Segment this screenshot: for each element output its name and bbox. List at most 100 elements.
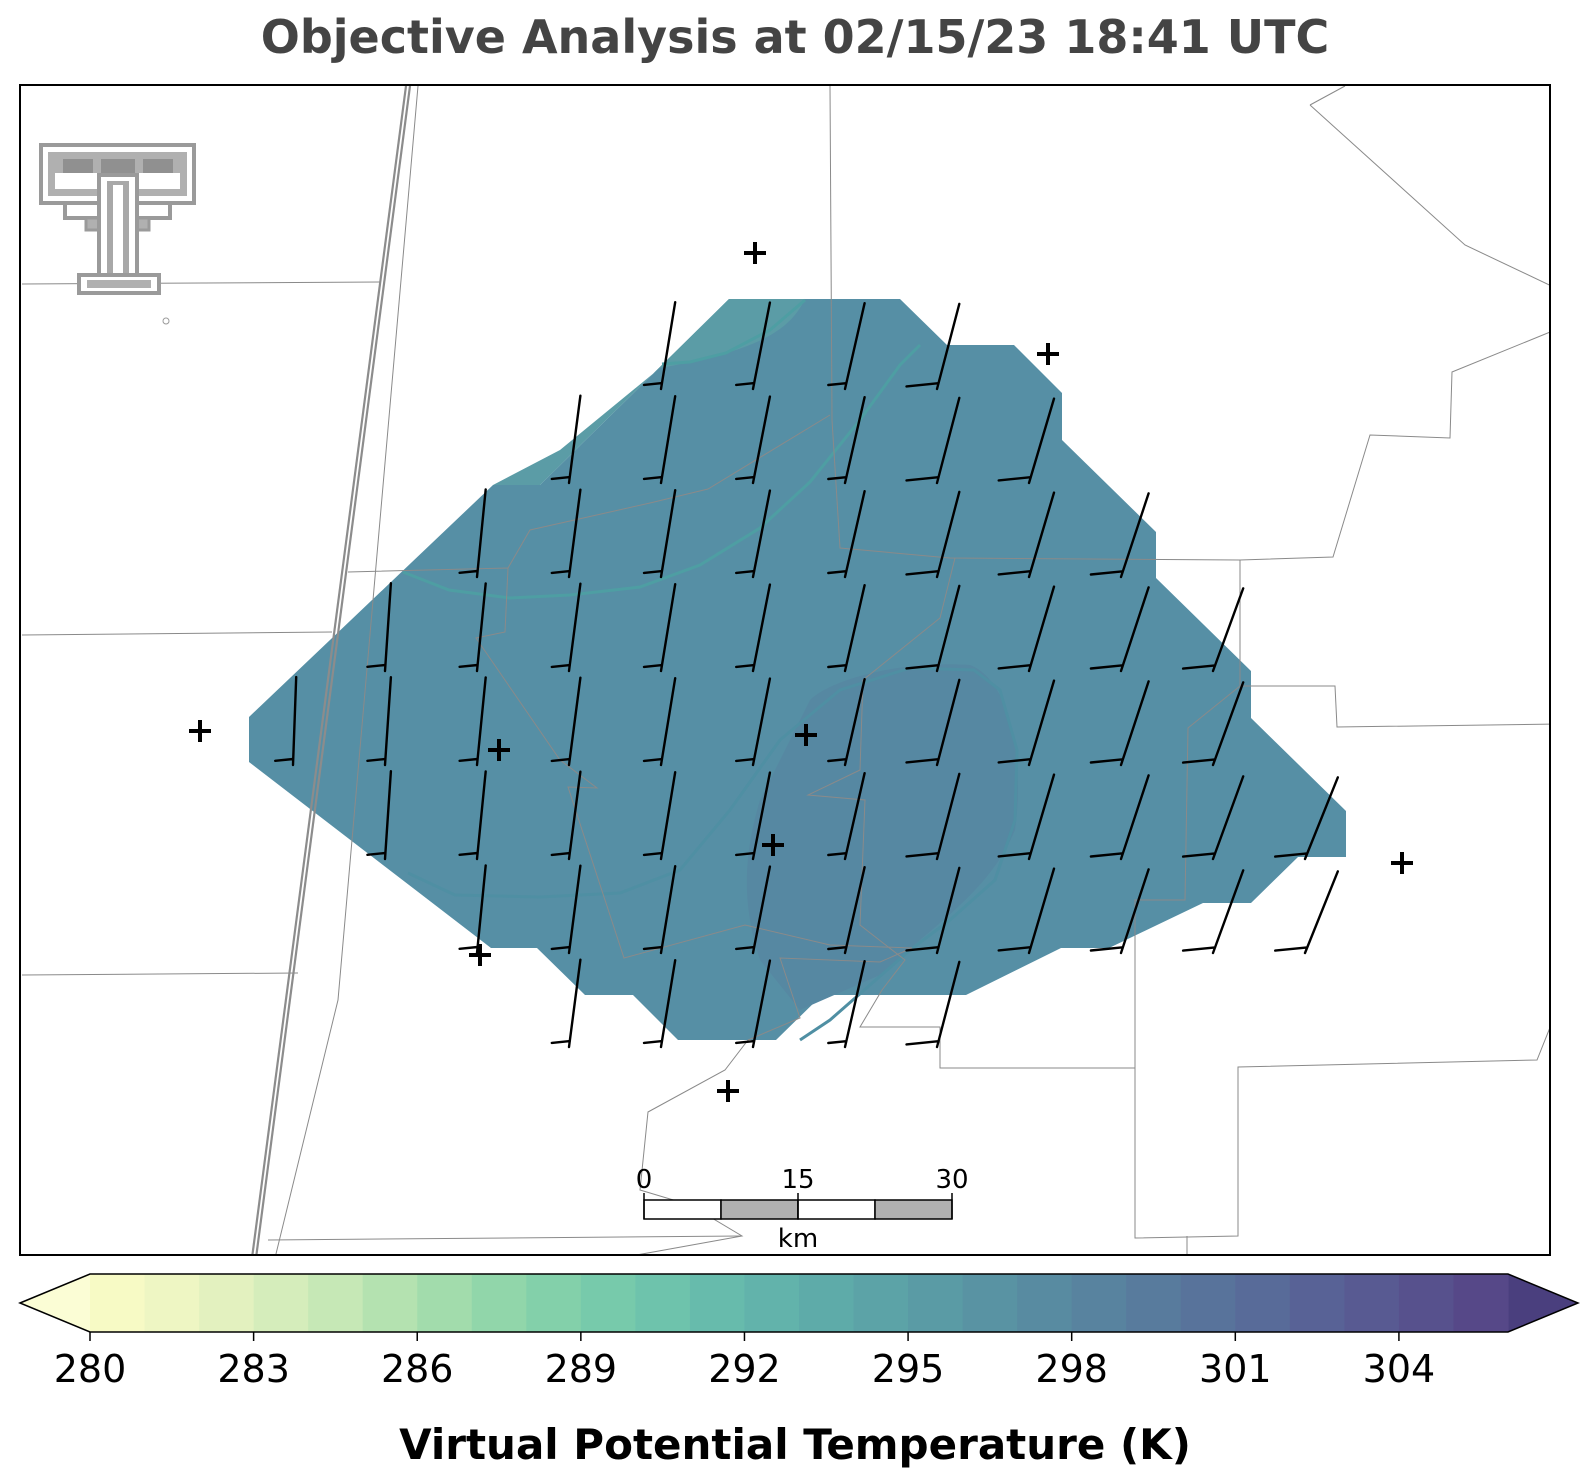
wind-barb bbox=[905, 960, 961, 1049]
colorbar-bin bbox=[744, 1274, 800, 1332]
colorbar-bin bbox=[1235, 1274, 1291, 1332]
wind-barb bbox=[642, 301, 677, 391]
colorbar-bin bbox=[526, 1274, 582, 1332]
colorbar-bin bbox=[1017, 1274, 1073, 1332]
wind-barb bbox=[550, 864, 582, 955]
wind-barb bbox=[550, 770, 582, 861]
wind-barb bbox=[905, 396, 961, 485]
wind-barb bbox=[366, 676, 393, 767]
wind-barb bbox=[905, 302, 961, 391]
wind-barb bbox=[1089, 492, 1150, 579]
wind-barb bbox=[997, 585, 1056, 673]
colorbar-bin bbox=[1453, 1274, 1509, 1332]
wind-barb bbox=[458, 488, 487, 579]
colorbar-tick-label: 292 bbox=[708, 1347, 781, 1391]
scale-unit: km bbox=[778, 1224, 818, 1254]
analysis-region bbox=[249, 299, 1346, 1040]
colorbar-tick-label: 301 bbox=[1199, 1347, 1272, 1391]
station-marker bbox=[762, 834, 784, 856]
wind-barb bbox=[997, 867, 1056, 955]
colorbar-bin bbox=[1398, 1274, 1455, 1332]
colorbar-bin bbox=[90, 1274, 146, 1332]
scale-label-30: 30 bbox=[935, 1165, 968, 1195]
wind-barb bbox=[827, 772, 866, 861]
colorbar-extend-min bbox=[20, 1274, 90, 1332]
station-marker bbox=[189, 720, 211, 742]
colorbar-label: Virtual Potential Temperature (K) bbox=[399, 1420, 1191, 1469]
wind-barb bbox=[642, 959, 677, 1049]
wind-barb bbox=[550, 958, 582, 1049]
wind-barb bbox=[827, 490, 866, 579]
wind-barb bbox=[1089, 868, 1150, 955]
state-boundary bbox=[251, 85, 412, 1255]
wind-barb bbox=[827, 396, 866, 485]
colorbar-bin bbox=[253, 1274, 309, 1332]
station-marker bbox=[717, 1080, 739, 1102]
colorbar-bin bbox=[962, 1274, 1018, 1332]
colorbar-bin bbox=[362, 1274, 418, 1332]
station-marker bbox=[488, 739, 510, 761]
colorbar-bin bbox=[799, 1274, 855, 1332]
wind-barb bbox=[735, 489, 772, 579]
colorbar-bin bbox=[199, 1274, 255, 1332]
colorbar-tick-label: 289 bbox=[545, 1347, 618, 1391]
wind-barb bbox=[735, 301, 772, 391]
colorbar-bin bbox=[635, 1274, 691, 1332]
wind-barb bbox=[735, 865, 772, 955]
wind-barb bbox=[458, 770, 487, 861]
cool-region bbox=[493, 299, 805, 485]
colorbar-bin bbox=[471, 1274, 527, 1332]
wind-barb bbox=[997, 773, 1056, 861]
wind-barb bbox=[1089, 586, 1150, 673]
wind-barb bbox=[827, 960, 866, 1049]
wind-barb bbox=[905, 772, 961, 861]
colorbar-bin bbox=[1071, 1274, 1127, 1332]
scale-bar: 0 15 30 km bbox=[636, 1165, 969, 1254]
colorbar-tick-label: 298 bbox=[1035, 1347, 1108, 1391]
wind-barb bbox=[458, 864, 487, 955]
colorbar-bin bbox=[308, 1274, 364, 1332]
map-area bbox=[21, 85, 1550, 1255]
wind-barb bbox=[642, 865, 677, 955]
scale-label-15: 15 bbox=[781, 1165, 814, 1195]
colorbar-bin bbox=[689, 1274, 746, 1332]
wind-barb bbox=[905, 678, 961, 767]
texas-tech-double-t-logo bbox=[39, 143, 196, 325]
wind-barb bbox=[550, 676, 582, 767]
colorbar-extend-max bbox=[1508, 1274, 1578, 1332]
wind-barb bbox=[642, 771, 677, 861]
county-boundaries bbox=[21, 85, 1550, 1255]
map-frame bbox=[19, 84, 1551, 1256]
wind-barb bbox=[905, 490, 961, 579]
wind-barb bbox=[550, 394, 582, 485]
wind-barb bbox=[997, 491, 1056, 579]
wind-barb bbox=[366, 582, 393, 673]
wind-barb bbox=[827, 584, 866, 673]
wind-barbs bbox=[274, 301, 1339, 1049]
colorbar-tick-label: 283 bbox=[217, 1347, 290, 1391]
colorbar: 280 283 286 289 292 295 298 301 304 bbox=[18, 1273, 1580, 1391]
wind-barb bbox=[550, 488, 582, 579]
station-marker bbox=[795, 724, 817, 746]
wind-barb bbox=[642, 489, 677, 579]
wind-barb bbox=[1181, 681, 1245, 767]
wind-barb bbox=[735, 395, 772, 485]
station-marker bbox=[469, 944, 491, 966]
wind-barb bbox=[1181, 869, 1245, 955]
colorbar-bin bbox=[1344, 1274, 1400, 1332]
wind-barb bbox=[997, 679, 1056, 767]
wind-barb bbox=[735, 959, 772, 1049]
colorbar-tick-label: 295 bbox=[872, 1347, 945, 1391]
wind-barb bbox=[905, 584, 961, 673]
wind-barb bbox=[735, 771, 772, 861]
colorbar-bin bbox=[908, 1274, 964, 1332]
colorbar-bin bbox=[1180, 1274, 1236, 1332]
wind-barb bbox=[1274, 870, 1339, 955]
colorbar-tick-label: 280 bbox=[54, 1347, 127, 1391]
wind-barb bbox=[274, 675, 298, 767]
station-marker bbox=[744, 242, 766, 264]
wind-barb bbox=[550, 582, 582, 673]
scale-label-0: 0 bbox=[636, 1165, 653, 1195]
station-marker bbox=[1037, 343, 1059, 365]
